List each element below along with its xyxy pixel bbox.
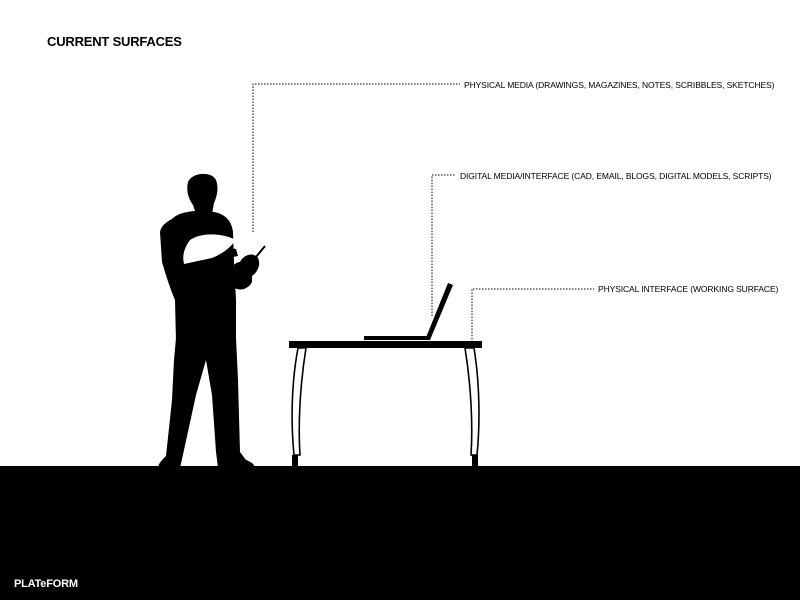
pen: [255, 245, 266, 258]
laptop-screen: [425, 283, 453, 340]
leader-lines: [252, 83, 594, 342]
brand-logo: PLATeFORM: [14, 578, 78, 590]
table-foot-right: [472, 455, 478, 466]
label-physical-media: PHYSICAL MEDIA (DRAWINGS, MAGAZINES, NOT…: [464, 80, 775, 90]
laptop-base: [364, 336, 428, 340]
diagram-title: CURRENT SURFACES: [47, 34, 182, 49]
label-physical-interface: PHYSICAL INTERFACE (WORKING SURFACE): [598, 284, 779, 294]
table-leg-right: [464, 347, 480, 456]
leader-line-digital-media: [431, 174, 456, 316]
ground-band: [0, 466, 800, 600]
table-foot-left: [292, 455, 298, 466]
leader-line-physical-interface: [471, 288, 594, 342]
table: [289, 341, 482, 466]
laptop: [364, 283, 453, 340]
table-leg-left: [291, 347, 307, 456]
label-digital-media: DIGITAL MEDIA/INTERFACE (CAD, EMAIL, BLO…: [460, 171, 772, 181]
paper-sheet: [183, 234, 236, 264]
leader-line-physical-media: [252, 83, 460, 232]
table-top: [289, 341, 482, 348]
person-silhouette: [158, 173, 260, 468]
